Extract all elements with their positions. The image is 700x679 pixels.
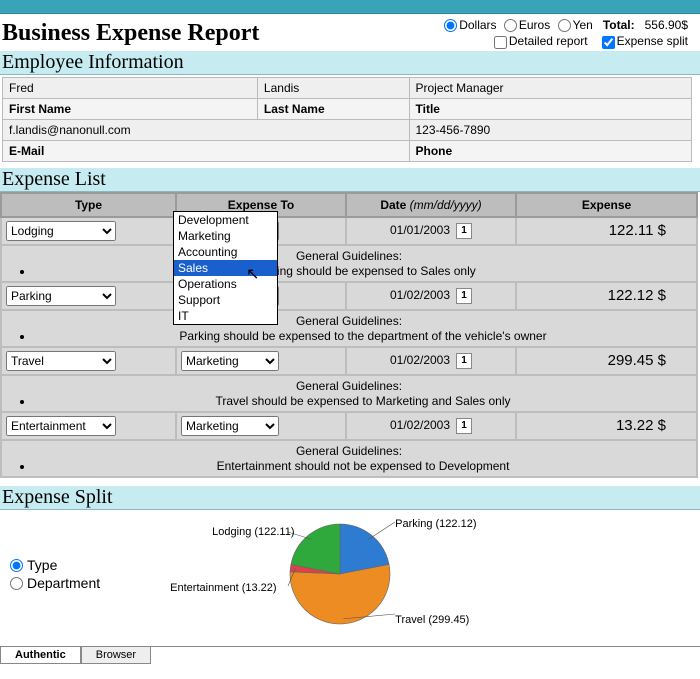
col-date: Date (mm/dd/yyyy) bbox=[346, 193, 516, 217]
date-value: 01/02/2003 bbox=[390, 418, 450, 432]
title-value: Project Manager bbox=[409, 77, 692, 98]
type-select[interactable]: Travel bbox=[6, 351, 116, 371]
expense-to-dropdown-open[interactable]: Development Marketing Accounting Sales O… bbox=[173, 211, 278, 325]
tab-authentic[interactable]: Authentic bbox=[0, 647, 81, 664]
expense-table: Type Expense To Date (mm/dd/yyyy) Expens… bbox=[0, 192, 698, 478]
type-select[interactable]: Entertainment bbox=[6, 416, 116, 436]
title-label: Title bbox=[409, 98, 692, 119]
currency-yen[interactable]: Yen bbox=[554, 18, 593, 32]
phone-label: Phone bbox=[409, 140, 692, 161]
dropdown-option[interactable]: Operations bbox=[174, 276, 277, 292]
amount-value: 299.45 $ bbox=[516, 347, 697, 375]
guideline: General Guidelines: Parking should be ex… bbox=[1, 310, 697, 347]
expense-split-header: Expense Split bbox=[0, 486, 700, 510]
top-stripe bbox=[0, 0, 700, 14]
expense-split-checkbox[interactable]: Expense split bbox=[598, 34, 688, 48]
type-select[interactable]: Parking bbox=[6, 286, 116, 306]
dropdown-option-selected[interactable]: Sales bbox=[174, 260, 277, 276]
expto-select[interactable]: Marketing bbox=[181, 416, 279, 436]
pie-label-lodging: Lodging (122.11) bbox=[212, 526, 294, 538]
currency-euros[interactable]: Euros bbox=[500, 18, 550, 32]
pie-label-entertainment: Entertainment (13.22) bbox=[170, 582, 276, 594]
currency-dollars[interactable]: Dollars bbox=[440, 18, 496, 32]
first-name-value: Fred bbox=[3, 77, 258, 98]
dropdown-option[interactable]: IT bbox=[174, 308, 277, 324]
calendar-icon[interactable]: 1 bbox=[456, 418, 472, 434]
employee-section-header: Employee Information bbox=[0, 51, 700, 75]
type-select[interactable]: Lodging bbox=[6, 221, 116, 241]
phone-value: 123-456-7890 bbox=[409, 119, 692, 140]
pie-label-travel: Travel (299.45) bbox=[395, 614, 469, 626]
amount-value: 122.12 $ bbox=[516, 282, 697, 310]
email-value: f.landis@nanonull.com bbox=[3, 119, 410, 140]
col-amount: Expense bbox=[516, 193, 697, 217]
guideline: General Guidelines: Entertainment should… bbox=[1, 440, 697, 477]
split-mode: Type Department bbox=[6, 555, 100, 593]
expto-select[interactable]: Marketing bbox=[181, 351, 279, 371]
total-value: 556.90$ bbox=[641, 18, 692, 32]
last-name-value: Landis bbox=[257, 77, 409, 98]
page-title: Business Expense Report bbox=[2, 20, 259, 47]
email-label: E-Mail bbox=[3, 140, 410, 161]
calendar-icon[interactable]: 1 bbox=[456, 353, 472, 369]
calendar-icon[interactable]: 1 bbox=[456, 288, 472, 304]
cursor-icon: ↖ bbox=[246, 264, 259, 284]
pie-chart: Parking (122.12) Travel (299.45) Enterta… bbox=[170, 514, 470, 634]
guideline: General Guidelines: Travel should be exp… bbox=[1, 375, 697, 412]
dropdown-option[interactable]: Support bbox=[174, 292, 277, 308]
amount-value: 13.22 $ bbox=[516, 412, 697, 440]
date-value: 01/02/2003 bbox=[390, 288, 450, 302]
tab-browser[interactable]: Browser bbox=[81, 647, 151, 664]
last-name-label: Last Name bbox=[257, 98, 409, 119]
date-value: 01/02/2003 bbox=[390, 353, 450, 367]
expense-list-header: Expense List bbox=[0, 168, 700, 192]
split-mode-type[interactable]: Type bbox=[10, 557, 100, 573]
pie-label-parking: Parking (122.12) bbox=[395, 518, 476, 530]
guideline: General Guidelines: Lodging should be ex… bbox=[1, 245, 697, 282]
employee-table: Fred Landis Project Manager First Name L… bbox=[2, 77, 692, 162]
first-name-label: First Name bbox=[3, 98, 258, 119]
dropdown-option[interactable]: Accounting bbox=[174, 244, 277, 260]
col-type: Type bbox=[1, 193, 176, 217]
split-mode-department[interactable]: Department bbox=[10, 575, 100, 591]
dropdown-option[interactable]: Marketing bbox=[174, 228, 277, 244]
detailed-report-checkbox[interactable]: Detailed report bbox=[490, 34, 588, 48]
dropdown-option[interactable]: Development bbox=[174, 212, 277, 228]
calendar-icon[interactable]: 1 bbox=[456, 223, 472, 239]
total-label: Total: bbox=[603, 18, 635, 32]
date-value: 01/01/2003 bbox=[390, 223, 450, 237]
amount-value: 122.11 $ bbox=[516, 217, 697, 245]
